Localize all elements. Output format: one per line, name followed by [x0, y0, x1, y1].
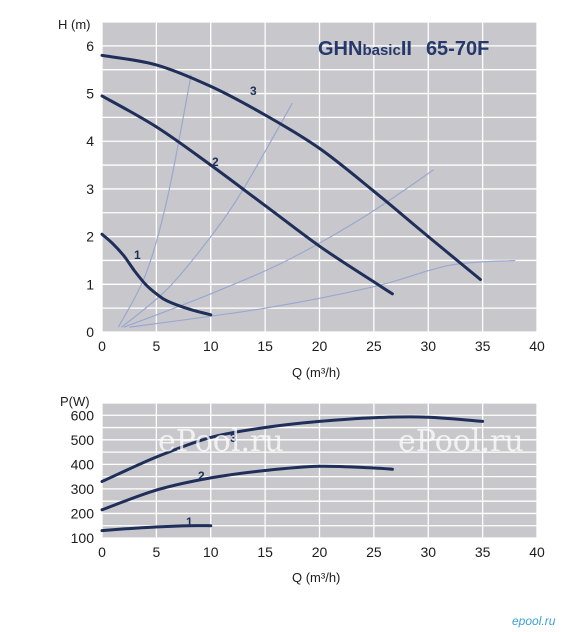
head-x-tick-label: 25: [366, 338, 382, 354]
head-y-tick-label: 1: [86, 276, 94, 292]
head-x-axis-label: Q (m³/h): [292, 365, 340, 380]
power-x-tick-label: 40: [529, 544, 545, 560]
watermark-1: ol.ru: [0, 424, 71, 459]
power-y-tick-label: 300: [71, 481, 95, 497]
power-x-tick-label: 20: [312, 544, 328, 560]
head-x-tick-label: 0: [98, 338, 106, 354]
head-y-tick-label: 4: [86, 133, 94, 149]
head-x-ticks: 0 5 10 15 20 25 30 35 40: [98, 338, 545, 354]
head-y-tick-label: 6: [86, 38, 94, 54]
power-y-tick-label: 100: [71, 530, 95, 546]
power-x-tick-label: 25: [366, 544, 382, 560]
head-x-tick-label: 5: [152, 338, 160, 354]
epool-logo: epool.ru: [512, 614, 556, 628]
chart-title: GHNbasicII 65-70F: [318, 38, 489, 60]
power-y-tick-label: 600: [71, 407, 95, 423]
title-part-ii: II: [401, 38, 412, 60]
power-x-tick-label: 15: [257, 544, 273, 560]
power-y-tick-label: 500: [71, 432, 95, 448]
power-curve-1: [100, 524, 213, 533]
head-system-curve: [121, 102, 293, 328]
power-x-tick-label: 35: [475, 544, 491, 560]
watermark-3: ePool.ru: [398, 424, 524, 459]
head-curve-2-label: 2: [212, 155, 219, 169]
power-y-tick-label: 400: [71, 456, 95, 472]
head-y-tick-label: 2: [86, 229, 94, 245]
head-y-axis-label: H (m): [58, 17, 91, 32]
power-curve-2: [100, 464, 394, 512]
power-x-tick-label: 0: [98, 544, 106, 560]
head-curve-3: [100, 53, 482, 281]
power-curves: [100, 415, 485, 533]
power-curve-1-label: 1: [186, 515, 193, 529]
head-x-tick-label: 30: [420, 338, 436, 354]
title-part-ghn: GHN: [318, 38, 362, 60]
title-part-model: 65-70F: [426, 38, 489, 60]
head-y-ticks: 0 1 2 3 4 5 6: [86, 38, 94, 340]
title-part-basic: basic: [362, 42, 400, 59]
head-curve-2: [100, 94, 394, 296]
power-x-tick-label: 30: [420, 544, 436, 560]
head-x-tick-label: 20: [312, 338, 328, 354]
head-grid: [101, 21, 538, 333]
head-curve-1-label: 1: [134, 248, 141, 262]
power-x-tick-label: 10: [203, 544, 219, 560]
head-curve-1: [100, 232, 213, 317]
power-y-axis-label: P(W): [60, 394, 90, 409]
head-y-tick-label: 3: [86, 181, 94, 197]
head-curves: [100, 53, 482, 317]
head-system-curve: [117, 74, 192, 328]
head-y-tick-label: 0: [86, 324, 94, 340]
power-grid: [101, 402, 538, 539]
head-x-tick-label: 40: [529, 338, 545, 354]
power-x-axis-label: Q (m³/h): [292, 570, 340, 585]
head-x-tick-label: 10: [203, 338, 219, 354]
head-x-tick-label: 35: [475, 338, 491, 354]
power-chart: 0 5 10 15 20 25 30 35 40 100 200 300 400 500 600 P(W)…: [60, 394, 545, 585]
power-x-tick-label: 5: [152, 544, 160, 560]
power-y-tick-label: 200: [71, 505, 95, 521]
power-x-ticks: 0 5 10 15 20 25 30 35 40: [98, 544, 545, 560]
head-curve-3-label: 3: [250, 84, 257, 98]
power-y-ticks: 100 200 300 400 500 600: [71, 407, 95, 546]
power-curve-2-label: 2: [198, 469, 205, 483]
head-system-curve: [129, 259, 516, 328]
power-curve-3: [100, 415, 485, 483]
head-y-tick-label: 5: [86, 86, 94, 102]
power-curve-3-label: 3: [230, 431, 237, 445]
head-x-tick-label: 15: [257, 338, 273, 354]
watermark-2: ePool.ru: [158, 424, 284, 459]
